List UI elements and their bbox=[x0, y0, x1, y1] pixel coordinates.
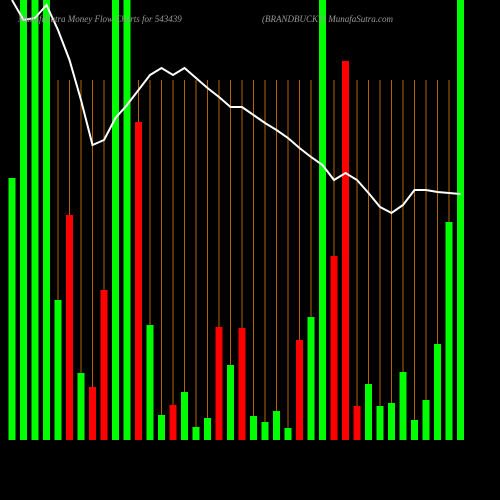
bar bbox=[330, 256, 338, 440]
bar bbox=[77, 373, 85, 440]
bar bbox=[66, 215, 73, 440]
bar bbox=[192, 427, 200, 440]
bar bbox=[89, 387, 96, 440]
bar bbox=[146, 325, 154, 440]
bar bbox=[434, 344, 441, 440]
bar bbox=[422, 400, 430, 440]
bar bbox=[399, 372, 407, 440]
bar bbox=[296, 340, 303, 440]
line bbox=[11, 0, 461, 215]
bar bbox=[8, 178, 16, 440]
bar bbox=[215, 327, 223, 440]
plot bbox=[8, 0, 464, 440]
bar bbox=[445, 222, 453, 440]
bar bbox=[388, 403, 395, 440]
bar bbox=[227, 365, 234, 440]
bar bbox=[342, 61, 349, 440]
bar bbox=[43, 0, 50, 440]
bar bbox=[31, 0, 39, 440]
bar bbox=[20, 0, 27, 440]
bar bbox=[112, 0, 119, 440]
bar bbox=[261, 422, 269, 440]
bar bbox=[54, 300, 62, 440]
bar bbox=[238, 328, 246, 440]
chart-subtitle: (BRANDBUCKT) MunafaSutra.com bbox=[262, 14, 393, 24]
bar bbox=[376, 406, 384, 440]
bar bbox=[365, 384, 372, 440]
bar bbox=[181, 392, 188, 440]
bar bbox=[169, 405, 177, 440]
bar bbox=[273, 411, 280, 440]
bar bbox=[204, 418, 211, 440]
bar bbox=[250, 416, 257, 440]
bar bbox=[100, 290, 108, 440]
bar bbox=[353, 406, 361, 440]
bar bbox=[307, 317, 315, 440]
chart-title: MunafaSutra Money Flow Charts for 543439 bbox=[17, 14, 182, 24]
bar bbox=[411, 420, 418, 440]
bar bbox=[457, 0, 464, 440]
bar bbox=[319, 0, 326, 440]
bar bbox=[158, 415, 165, 440]
bar bbox=[284, 428, 292, 440]
bar bbox=[123, 0, 131, 440]
bar bbox=[135, 122, 142, 440]
